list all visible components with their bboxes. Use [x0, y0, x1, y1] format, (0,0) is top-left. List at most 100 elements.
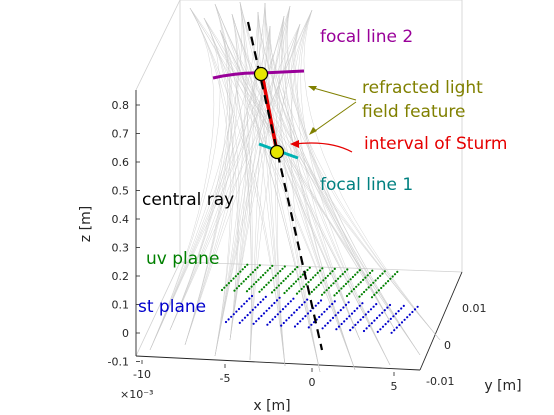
plane-point: [383, 309, 386, 312]
plane-point: [255, 320, 258, 323]
z-tick-label: 0.1: [112, 299, 130, 312]
focal-line-2-label: focal line 2: [320, 27, 413, 47]
feature-arrowhead-1: [308, 86, 317, 91]
plane-point: [281, 267, 284, 270]
plane-point: [349, 278, 352, 281]
plane-point: [282, 279, 285, 282]
plane-point: [364, 276, 367, 279]
plane-point: [309, 309, 312, 312]
plane-point: [223, 286, 226, 289]
focal-marker-1: [269, 144, 285, 160]
plane-point: [235, 287, 238, 290]
x-tick-label: 0: [309, 376, 316, 389]
plane-point: [293, 311, 296, 314]
plane-point: [325, 308, 329, 311]
plane-point: [246, 314, 249, 317]
plane-point: [381, 311, 384, 314]
plane-point: [326, 274, 329, 277]
plane-point: [262, 312, 266, 315]
z-tick-label: 0.4: [112, 213, 130, 226]
plane-point: [237, 272, 240, 275]
plane-point: [265, 309, 268, 312]
light-ray: [239, 1, 421, 356]
z-tick-label: 0.2: [112, 270, 130, 283]
plane-point: [352, 288, 355, 291]
light-ray: [229, 1, 248, 341]
plane-point: [256, 303, 260, 306]
plane-point: [257, 317, 260, 320]
plane-point: [245, 290, 249, 293]
plane-point: [290, 285, 293, 288]
x-axis-exponent: ×10⁻³: [120, 388, 153, 401]
plane-point: [371, 269, 374, 272]
plane-point: [278, 296, 281, 299]
plane-point: [284, 277, 287, 280]
light-ray: [231, 13, 321, 373]
plane-point: [274, 315, 277, 318]
plane-point: [353, 309, 356, 313]
plane-point: [403, 318, 406, 321]
plane-point: [376, 330, 379, 333]
plane-point: [387, 280, 390, 283]
plane-point: [252, 283, 255, 286]
light-ray: [184, 29, 233, 346]
plane-point: [227, 318, 230, 321]
plane-point: [225, 284, 228, 287]
plane-point: [341, 273, 344, 276]
plane-point: [373, 293, 376, 296]
plane-point: [387, 320, 390, 323]
light-ray: [280, 15, 361, 341]
light-ray: [189, 7, 238, 341]
plane-point: [285, 289, 288, 292]
st-plane-label: st plane: [138, 297, 206, 317]
light-ray: [264, 2, 441, 341]
light-ray: [229, 25, 271, 341]
plane-point: [299, 275, 302, 278]
light-ray: [149, 25, 271, 351]
plane-point: [367, 310, 370, 313]
z-axis-label: z [m]: [78, 206, 94, 242]
plane-point: [273, 289, 276, 292]
plane-point: [285, 319, 288, 322]
plane-point: [374, 279, 377, 282]
plane-point: [321, 267, 324, 270]
plane-point: [250, 294, 254, 298]
plane-point: [279, 270, 282, 273]
plane-point: [400, 321, 404, 324]
focal-line-1-label: focal line 1: [320, 175, 413, 195]
plane-point: [333, 300, 336, 303]
plane-point: [264, 295, 267, 298]
plane-point: [330, 284, 333, 287]
z-tick-label: 0: [122, 327, 129, 340]
uv-plane-label: uv plane: [146, 249, 219, 269]
plane-point: [328, 305, 331, 308]
plane-point: [346, 268, 349, 271]
plane-point: [375, 303, 378, 306]
plane-point: [321, 327, 324, 330]
plane-point: [242, 280, 245, 283]
plane-point: [334, 314, 337, 317]
plane-point: [275, 299, 279, 302]
plane-point: [307, 326, 310, 329]
plane-point: [384, 323, 387, 326]
light-ray: [231, 13, 441, 341]
plane-point: [264, 271, 267, 274]
plane-point: [296, 266, 299, 269]
plane-point: [297, 278, 300, 281]
plane-point: [281, 308, 285, 311]
plane-point: [240, 282, 243, 285]
plane-point: [243, 302, 246, 305]
plane-point: [358, 269, 361, 272]
plane-point: [308, 266, 311, 269]
plane-point: [372, 305, 375, 308]
plane-point: [365, 327, 368, 330]
x-axis-ticks: -10 -5 0 5: [133, 360, 398, 393]
plane-point: [292, 297, 295, 300]
plane-point: [268, 307, 271, 310]
feature-arrowhead-2: [309, 127, 317, 135]
plane-point: [381, 272, 384, 275]
plane-point: [411, 310, 414, 314]
plane-point: [337, 325, 341, 328]
light-ray: [203, 17, 240, 341]
plane-point: [295, 292, 299, 295]
